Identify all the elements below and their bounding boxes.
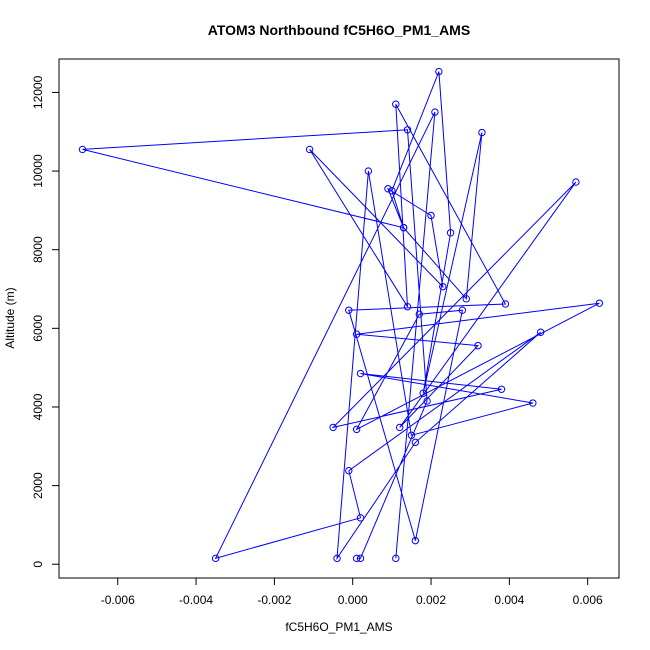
- x-tick-label: 0.000: [338, 593, 368, 607]
- y-tick-label: 8000: [31, 236, 45, 263]
- y-axis-label: Altitude (m): [3, 287, 17, 348]
- data-point: [529, 399, 537, 407]
- data-point: [384, 185, 392, 193]
- x-tick-label: 0.002: [416, 593, 446, 607]
- data-point: [399, 223, 408, 232]
- data-point: [345, 466, 353, 475]
- y-tick-label: 4000: [31, 393, 45, 420]
- x-axis-label: fC5H6O_PM1_AMS: [285, 620, 392, 634]
- y-tick-label: 12000: [31, 75, 45, 109]
- y-tick-label: 10000: [31, 154, 45, 188]
- data-point: [458, 306, 467, 314]
- data-point: [392, 100, 400, 108]
- data-point: [415, 310, 423, 318]
- data-point: [446, 229, 455, 237]
- series-layer: [78, 67, 604, 563]
- data-point: [423, 397, 431, 405]
- data-point: [392, 554, 400, 563]
- data-point: [356, 514, 365, 522]
- chart-title: ATOM3 Northbound fC5H6O_PM1_AMS: [208, 22, 470, 38]
- data-point: [536, 328, 545, 336]
- data-point: [345, 306, 353, 314]
- y-tick-label: 0: [31, 561, 45, 568]
- data-point: [388, 187, 396, 195]
- x-tick-label: 0.006: [573, 593, 603, 607]
- data-point: [478, 128, 486, 137]
- data-point: [403, 126, 412, 134]
- data-point: [78, 145, 87, 154]
- x-tick-label: -0.004: [179, 593, 213, 607]
- x-tick-label: -0.002: [257, 593, 291, 607]
- data-point: [407, 431, 416, 439]
- y-axis: 0 2000 4000 6000 8000 10000 12000: [31, 75, 59, 568]
- data-point: [435, 67, 443, 76]
- data-point: [364, 167, 373, 175]
- data-point: [352, 425, 361, 434]
- data-point: [329, 423, 337, 432]
- data-point: [427, 211, 435, 220]
- data-point: [474, 341, 482, 350]
- x-axis: -0.006 -0.004 -0.002 0.000 0.002 0.004 0.006: [101, 578, 603, 607]
- data-point: [352, 554, 361, 563]
- data-point: [403, 303, 412, 311]
- data-point: [411, 438, 420, 447]
- data-point: [462, 295, 470, 303]
- y-tick-label: 2000: [31, 472, 45, 499]
- data-point: [501, 300, 510, 308]
- y-tick-label: 6000: [31, 315, 45, 342]
- series-line: [82, 71, 600, 561]
- data-point: [431, 108, 439, 116]
- data-point: [439, 282, 447, 291]
- x-tick-label: -0.006: [101, 593, 135, 607]
- data-point: [419, 389, 427, 397]
- data-point: [356, 369, 365, 378]
- data-point: [395, 423, 404, 432]
- data-point: [595, 299, 604, 307]
- data-point: [497, 385, 506, 393]
- data-point: [356, 554, 365, 563]
- data-point: [211, 554, 220, 563]
- plot-frame: [58, 58, 620, 579]
- data-point: [333, 554, 341, 563]
- data-point: [352, 330, 361, 338]
- data-point: [305, 145, 314, 154]
- data-point: [411, 536, 420, 545]
- data-point: [572, 178, 580, 186]
- x-tick-label: 0.004: [494, 593, 524, 607]
